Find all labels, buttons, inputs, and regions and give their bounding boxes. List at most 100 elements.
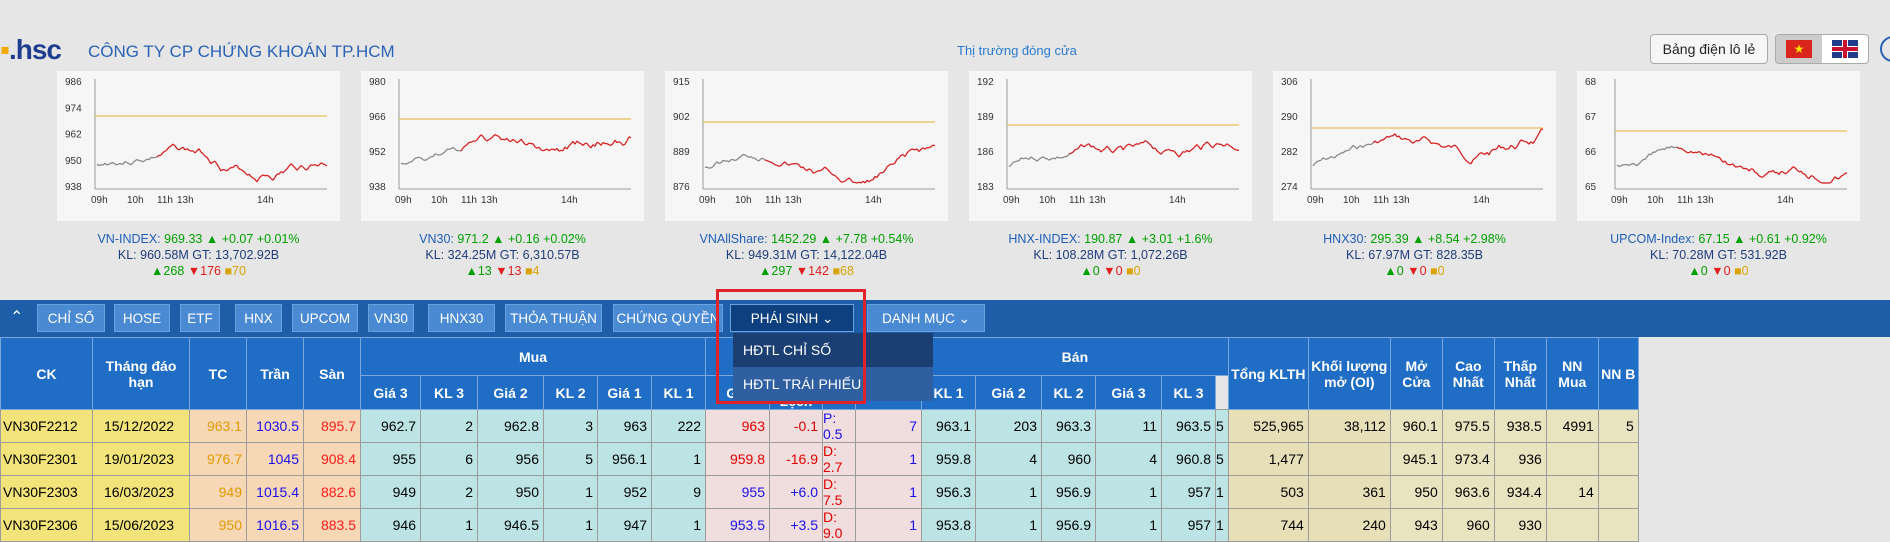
- x-tick-label: 14h: [257, 195, 274, 206]
- market-status: Thị trường đóng cửa: [957, 43, 1077, 58]
- table-cell: 952: [598, 476, 652, 509]
- table-cell: 956: [478, 443, 544, 476]
- table-cell: 15/12/2022: [93, 410, 190, 443]
- tab-chứng-quyền[interactable]: CHỨNG QUYỀN: [613, 304, 723, 332]
- col-floor: Sàn: [304, 338, 361, 410]
- vietnam-flag-icon[interactable]: ★: [1776, 35, 1822, 63]
- table-cell: 5: [1216, 443, 1229, 476]
- table-cell: 963.1: [922, 410, 976, 443]
- table-cell[interactable]: VN30F2303: [1, 476, 93, 509]
- y-tick-label: 952: [369, 147, 386, 158]
- x-tick-label: 09h: [699, 195, 716, 206]
- table-cell: -16.9: [770, 443, 823, 476]
- table-cell: 1030.5: [247, 410, 304, 443]
- advancers: ▲0: [1080, 264, 1099, 278]
- table-cell[interactable]: VN30F2306: [1, 509, 93, 542]
- table-cell: 525,965: [1228, 410, 1308, 443]
- x-tick-label: 14h: [1777, 195, 1794, 206]
- decliners: ▼176: [188, 264, 221, 278]
- table-cell: 1: [652, 443, 706, 476]
- table-cell: 956.9: [1042, 476, 1096, 509]
- table-cell: 5: [1598, 410, 1638, 443]
- x-tick-label: 10h: [431, 195, 448, 206]
- table-cell: 1: [856, 509, 922, 542]
- table-cell: [1598, 443, 1638, 476]
- table-cell: 1: [1096, 509, 1162, 542]
- tab-hnx[interactable]: HNX: [235, 304, 282, 332]
- uk-flag-icon[interactable]: [1822, 35, 1868, 63]
- col-maturity: Tháng đáo hạn: [93, 338, 190, 410]
- col-nnbuy: NN Mua: [1546, 338, 1598, 410]
- index-volume: KL: 70.28M GT: 531.92B: [1577, 247, 1860, 263]
- unchanged: ■0: [1734, 264, 1749, 278]
- table-cell: 936: [1494, 443, 1546, 476]
- table-cell: 949: [361, 476, 421, 509]
- table-cell: 2: [421, 476, 478, 509]
- table-cell: [1546, 443, 1598, 476]
- y-tick-label: 902: [673, 112, 690, 123]
- table-cell: 946: [361, 509, 421, 542]
- y-tick-label: 66: [1585, 147, 1597, 158]
- x-tick-label: 09h: [395, 195, 412, 206]
- table-cell: 960.1: [1390, 410, 1442, 443]
- table-cell: 4: [976, 443, 1042, 476]
- tab-thỏa-thuận[interactable]: THỎA THUẬN: [505, 304, 602, 332]
- table-cell: 4: [1096, 443, 1162, 476]
- subcol-giá-1: Giá 1: [598, 376, 652, 410]
- index-volume: KL: 67.97M GT: 828.35B: [1273, 247, 1556, 263]
- table-cell: 9: [652, 476, 706, 509]
- decliners: ▼0: [1711, 264, 1730, 278]
- subcol-giá-2: Giá 2: [478, 376, 544, 410]
- x-tick-label: 09h: [1307, 195, 1324, 206]
- tab-chỉ-số[interactable]: CHỈ SỐ: [37, 304, 105, 332]
- hsc-logo[interactable]: ▪.hsc: [0, 34, 61, 66]
- table-cell: 963.5: [1162, 410, 1216, 443]
- x-tick-label: 11h: [157, 195, 173, 206]
- tab-danh-mục[interactable]: DANH MỤC ⌄: [867, 304, 985, 332]
- x-tick-label: 09h: [1611, 195, 1628, 206]
- index-change: 969.33 ▲ +0.07 +0.01%: [164, 232, 299, 246]
- x-tick-label: 10h: [735, 195, 752, 206]
- table-cell: 1: [1096, 476, 1162, 509]
- table-cell: 2: [421, 410, 478, 443]
- tab-upcom[interactable]: UPCOM: [292, 304, 358, 332]
- x-tick-label: 11h: [1677, 195, 1693, 206]
- y-tick-label: 915: [673, 77, 690, 88]
- help-icon[interactable]: [1880, 36, 1890, 62]
- table-cell: 883.5: [304, 509, 361, 542]
- table-cell: 962.8: [478, 410, 544, 443]
- tab-hnx30[interactable]: HNX30: [428, 304, 495, 332]
- col-open: Mở Cửa: [1390, 338, 1442, 410]
- y-tick-label: 938: [65, 182, 82, 193]
- y-tick-label: 290: [1281, 112, 1298, 123]
- x-tick-label: 13h: [1697, 195, 1714, 206]
- highlight-box: [716, 289, 866, 404]
- table-cell[interactable]: VN30F2212: [1, 410, 93, 443]
- language-switch[interactable]: ★: [1775, 34, 1869, 64]
- table-cell[interactable]: VN30F2301: [1, 443, 93, 476]
- y-tick-label: 65: [1585, 182, 1597, 193]
- tab-hose[interactable]: HOSE: [114, 304, 170, 332]
- table-cell: 960: [1442, 509, 1494, 542]
- odd-lot-board-button[interactable]: Bảng điện lô lẻ: [1650, 34, 1768, 64]
- table-cell: 956.3: [922, 476, 976, 509]
- collapse-icon[interactable]: ⌃: [10, 307, 23, 327]
- tab-etf[interactable]: ETF: [180, 304, 220, 332]
- x-tick-label: 11h: [1069, 195, 1085, 206]
- index-volume: KL: 949.31M GT: 14,122.04B: [665, 247, 948, 263]
- index-change: 1452.29 ▲ +7.78 +0.54%: [771, 232, 913, 246]
- table-cell: 953.8: [922, 509, 976, 542]
- tab-vn30[interactable]: VN30: [368, 304, 414, 332]
- table-cell: 1015.4: [247, 476, 304, 509]
- table-cell: [1546, 509, 1598, 542]
